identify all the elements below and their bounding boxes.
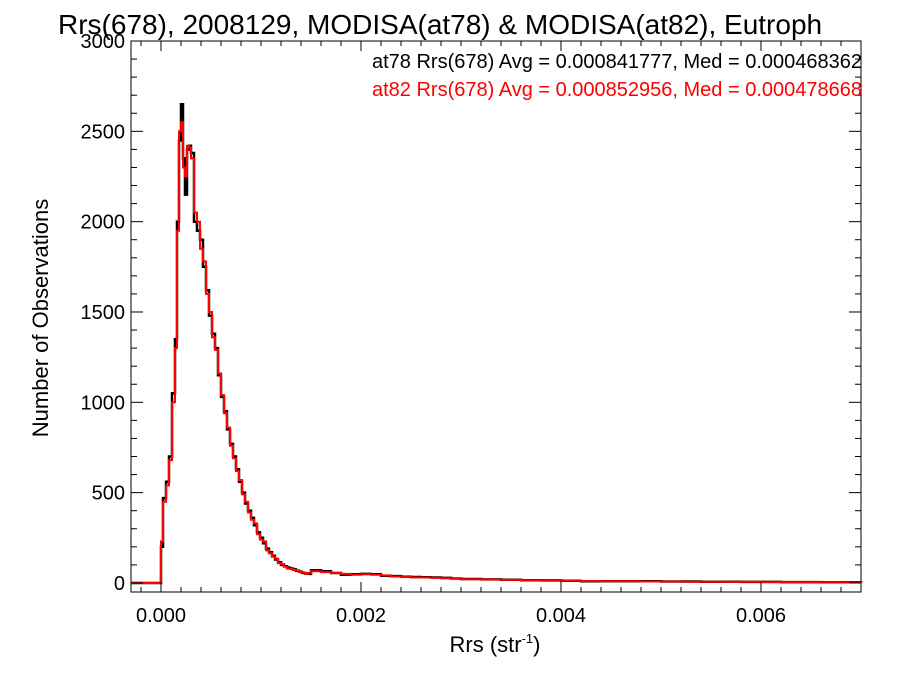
legend: at78 Rrs(678) Avg = 0.000841777, Med = 0… — [372, 51, 862, 101]
legend-entry-at78: at78 Rrs(678) Avg = 0.000841777, Med = 0… — [372, 51, 862, 73]
x-axis-label-main: Rrs (str — [450, 632, 522, 657]
chart-title: Rrs(678), 2008129, MODISA(at78) & MODISA… — [58, 9, 822, 40]
y-tick-label: 2500 — [81, 121, 126, 143]
y-tick-label: 1500 — [81, 302, 126, 324]
axes-layer: 0.000 0.002 0.004 0.006 0 500 1000 1500 2000 2500… — [81, 31, 862, 627]
legend-entry-at82: at82 Rrs(678) Avg = 0.000852956, Med = 0… — [372, 79, 862, 101]
x-tick-label: 0.002 — [336, 605, 386, 627]
x-axis-label-end: ) — [533, 632, 540, 657]
series-line-at82 — [131, 121, 862, 584]
x-tick-label: 0.004 — [536, 605, 586, 627]
y-tick-label: 0 — [114, 573, 125, 595]
x-axis-label: Rrs (str-1) — [450, 631, 541, 657]
y-tick-label: 2000 — [81, 212, 126, 234]
x-tick-label: 0.006 — [736, 605, 786, 627]
x-axis-label-superscript: -1 — [522, 631, 534, 646]
plot-frame — [130, 40, 862, 593]
y-tick-label: 1000 — [81, 392, 126, 414]
x-tick-label: 0.000 — [136, 605, 186, 627]
series-layer — [131, 102, 863, 585]
y-axis-label: Number of Observations — [28, 199, 53, 437]
y-tick-label: 3000 — [81, 31, 126, 53]
plot-area — [130, 40, 862, 593]
y-tick-label: 500 — [92, 483, 125, 505]
series-line-at78 — [131, 102, 863, 585]
